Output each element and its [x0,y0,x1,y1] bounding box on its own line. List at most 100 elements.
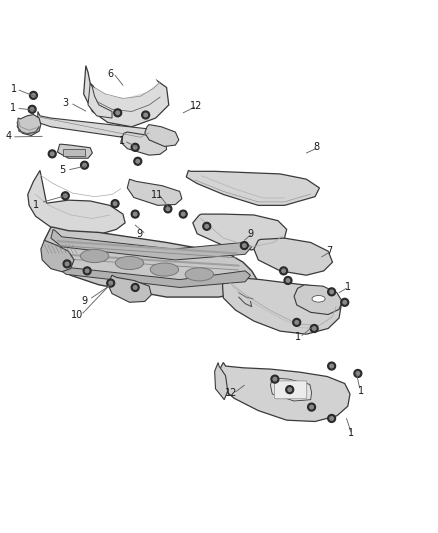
Polygon shape [38,111,151,140]
Circle shape [83,267,91,275]
Circle shape [181,212,185,216]
Circle shape [131,143,139,151]
Circle shape [30,108,34,111]
Polygon shape [145,125,179,147]
Circle shape [134,212,137,216]
Ellipse shape [81,249,109,263]
Circle shape [330,364,333,368]
Circle shape [356,372,360,375]
Circle shape [271,375,279,383]
Polygon shape [55,259,251,287]
Circle shape [328,362,336,370]
Text: 10: 10 [71,310,83,319]
Circle shape [113,202,117,205]
Polygon shape [88,83,112,118]
Circle shape [85,269,89,273]
Circle shape [28,106,36,113]
Circle shape [240,241,248,249]
Text: 8: 8 [314,142,320,152]
Circle shape [166,207,170,211]
Circle shape [32,94,35,97]
Circle shape [288,388,292,391]
Circle shape [134,146,137,149]
Polygon shape [44,227,258,297]
Ellipse shape [185,268,214,281]
Circle shape [50,152,54,156]
Circle shape [61,192,69,200]
Circle shape [310,325,318,333]
Circle shape [136,159,140,163]
Circle shape [343,301,346,304]
Text: 9: 9 [81,296,88,305]
Text: 12: 12 [190,101,202,111]
Ellipse shape [115,256,144,270]
Circle shape [282,269,286,273]
Polygon shape [193,214,287,250]
Polygon shape [51,229,252,260]
Circle shape [328,415,336,422]
Polygon shape [57,144,92,158]
Circle shape [341,298,349,306]
Circle shape [203,222,211,230]
Text: 12: 12 [225,388,237,398]
Circle shape [312,327,316,330]
Text: 1: 1 [33,199,39,209]
Circle shape [64,194,67,198]
Circle shape [330,417,333,420]
Polygon shape [92,69,158,99]
Polygon shape [28,171,125,235]
Circle shape [65,262,69,265]
Polygon shape [186,171,319,205]
Circle shape [164,205,172,213]
Text: 9: 9 [137,229,143,239]
Text: 6: 6 [108,69,114,78]
Circle shape [243,244,246,247]
Text: 1: 1 [119,136,125,146]
Circle shape [330,290,333,294]
Text: 1: 1 [345,282,351,293]
Circle shape [273,377,277,381]
Circle shape [286,279,290,282]
Text: 1: 1 [10,102,16,112]
Circle shape [107,279,115,287]
Text: 1: 1 [295,332,301,342]
Circle shape [307,403,315,411]
Circle shape [109,281,113,285]
Circle shape [293,318,300,326]
Polygon shape [218,362,350,422]
Circle shape [144,113,148,117]
Text: 9: 9 [247,229,254,239]
Circle shape [63,260,71,268]
Polygon shape [121,132,166,155]
Circle shape [81,161,88,169]
FancyBboxPatch shape [275,381,307,399]
Text: 4: 4 [6,132,12,141]
Polygon shape [84,66,169,127]
Circle shape [295,321,298,324]
Polygon shape [108,275,151,302]
Circle shape [354,369,362,377]
Circle shape [134,157,142,165]
Bar [63,149,85,157]
Circle shape [114,109,122,117]
Circle shape [111,200,119,207]
Polygon shape [294,285,342,314]
Text: 3: 3 [62,98,68,108]
Text: 7: 7 [326,246,332,256]
Circle shape [284,277,292,285]
Text: 1: 1 [11,84,17,94]
Circle shape [286,386,293,393]
Text: 5: 5 [60,165,66,175]
Text: 1: 1 [358,386,364,396]
Circle shape [116,111,120,115]
Polygon shape [254,238,332,275]
Polygon shape [271,378,311,401]
Circle shape [131,284,139,292]
Ellipse shape [150,263,179,276]
Circle shape [142,111,150,119]
Circle shape [328,288,336,296]
Circle shape [131,210,139,218]
Circle shape [48,150,56,158]
Polygon shape [215,362,228,400]
Text: 1: 1 [348,429,354,438]
